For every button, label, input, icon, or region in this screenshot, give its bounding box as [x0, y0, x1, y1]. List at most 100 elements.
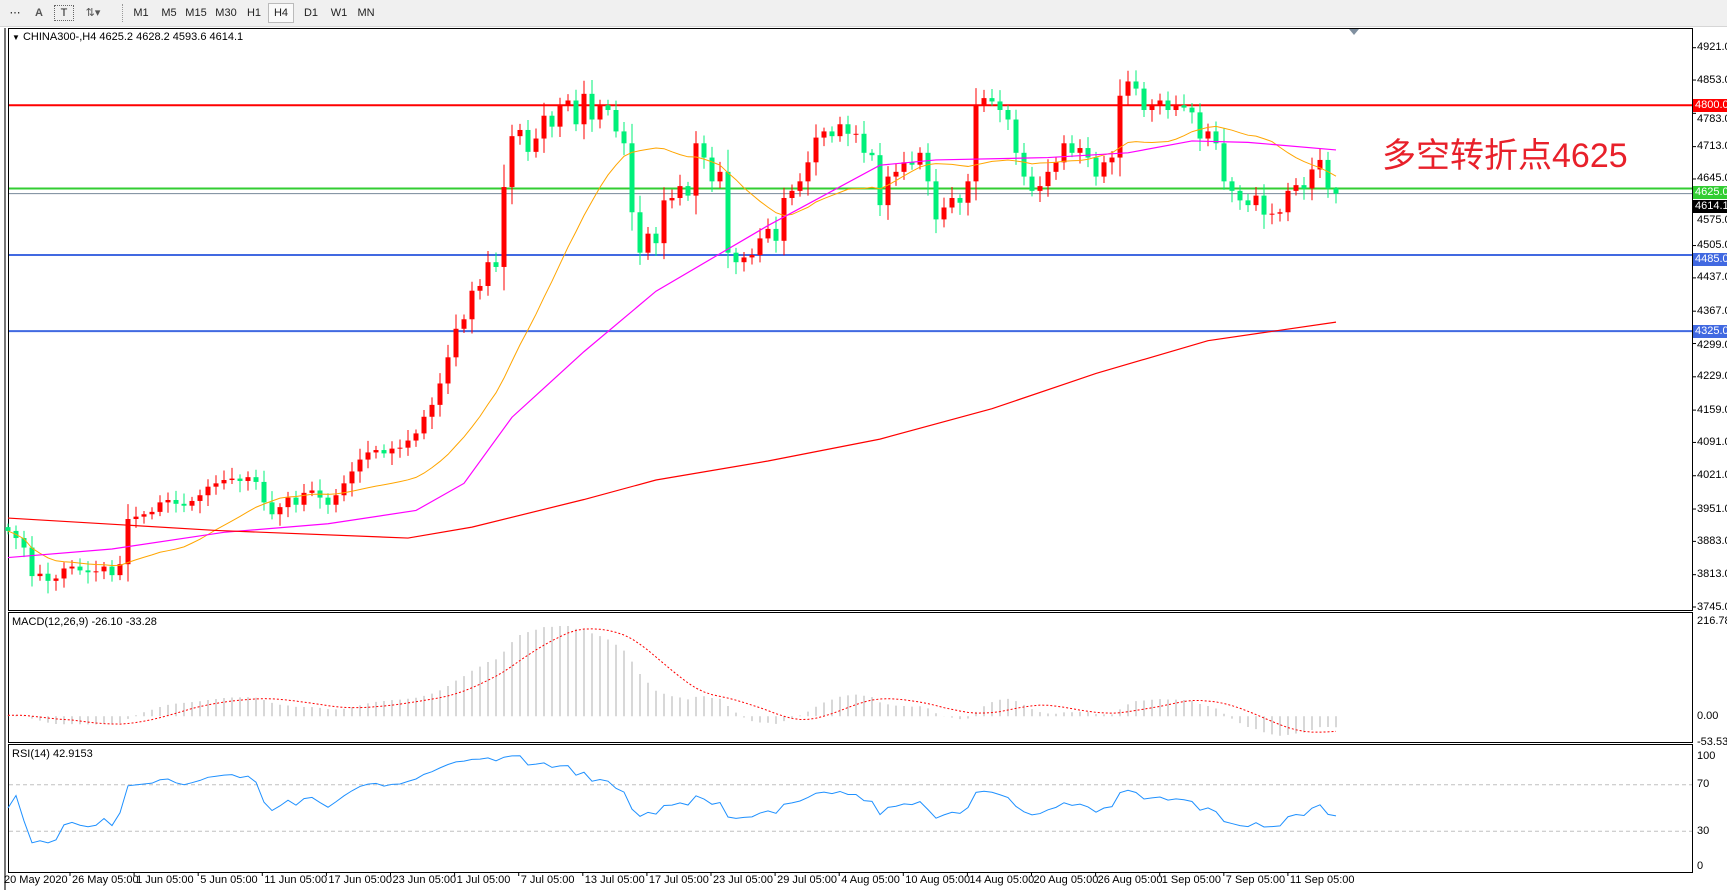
- candle-bearish: [629, 143, 635, 213]
- candle-bullish: [93, 571, 99, 573]
- candle-bullish: [1037, 186, 1043, 191]
- price-axis-label: 4921.0: [1697, 41, 1727, 54]
- candle-bearish: [1333, 188, 1339, 194]
- price-axis-label: 3745.0: [1697, 600, 1727, 613]
- price-axis-label: 4505.0: [1697, 239, 1727, 252]
- candle-bullish: [101, 566, 107, 572]
- text-label-tool-button[interactable]: T: [54, 5, 74, 21]
- rsi-pane[interactable]: [8, 744, 1693, 873]
- price-axis-label: 4367.0: [1697, 304, 1727, 317]
- shift-marker-triangle-icon: [1349, 29, 1359, 35]
- candle-bearish: [997, 101, 1003, 111]
- candle-bearish: [1237, 190, 1243, 201]
- candle-bearish: [1189, 107, 1195, 113]
- candle-bearish: [261, 481, 267, 503]
- candle-bullish: [1109, 157, 1115, 163]
- timeframe-h4-button[interactable]: H4: [268, 3, 294, 23]
- candle-bullish: [365, 452, 371, 460]
- candle-bearish: [933, 181, 939, 220]
- candle-bearish: [1005, 110, 1011, 120]
- candle-bullish: [853, 133, 859, 135]
- time-axis-label: 11 Jun 05:00: [264, 874, 328, 886]
- timeframe-m1-button[interactable]: M1: [133, 7, 149, 19]
- candle-bearish: [1069, 143, 1075, 153]
- candle-bullish: [397, 447, 403, 449]
- candle-bullish: [781, 197, 787, 241]
- collapse-triangle-icon[interactable]: ▼: [12, 33, 20, 42]
- timeframe-d1-button[interactable]: D1: [303, 7, 319, 19]
- candle-bearish: [173, 499, 179, 504]
- candle-bullish: [533, 138, 539, 152]
- time-axis-label: 26 Aug 05:00: [1097, 874, 1163, 886]
- price-axis-label: 4437.0: [1697, 271, 1727, 284]
- time-axis-label: 1 Jul 05:00: [456, 874, 511, 886]
- timeframe-m15-button[interactable]: M15: [185, 7, 207, 19]
- candle-bearish: [613, 110, 619, 132]
- candle-bullish: [669, 197, 675, 201]
- macd-axis-label: -53.53: [1697, 735, 1727, 748]
- candle-bullish: [357, 459, 363, 472]
- candle-bearish: [1085, 148, 1091, 158]
- candle-bearish: [1229, 181, 1235, 191]
- candle-bullish: [757, 238, 763, 256]
- candle-bullish: [1317, 159, 1323, 170]
- candle-bullish: [581, 93, 587, 125]
- timeframe-h1-button[interactable]: H1: [246, 7, 262, 19]
- candle-bullish: [645, 233, 651, 253]
- timeframe-mn-button[interactable]: MN: [357, 7, 375, 19]
- candle-bullish: [941, 207, 947, 220]
- candle-bullish: [277, 507, 283, 515]
- timeframe-w1-button[interactable]: W1: [330, 7, 348, 19]
- candle-bullish: [973, 105, 979, 182]
- timeframe-m30-button[interactable]: M30: [215, 7, 237, 19]
- candle-bullish: [445, 357, 451, 384]
- arrows-tool-dropdown[interactable]: ⇅▾: [85, 7, 101, 19]
- candle-bearish: [1221, 143, 1227, 182]
- candle-bullish: [1253, 195, 1259, 206]
- candle-bullish: [501, 187, 507, 267]
- candle-bullish: [1293, 185, 1299, 191]
- candle-bearish: [701, 143, 707, 158]
- candle-bullish: [837, 124, 843, 137]
- time-axis-label: 11 Sep 05:00: [1289, 874, 1355, 886]
- candle-bullish: [149, 511, 155, 515]
- price-axis-label: 3813.0: [1697, 568, 1727, 581]
- candle-bearish: [573, 100, 579, 125]
- candle-bearish: [589, 93, 595, 120]
- candle-bearish: [869, 152, 875, 156]
- candle-bullish: [341, 483, 347, 496]
- macd-pane[interactable]: [8, 612, 1693, 743]
- chart-window: [4, 28, 1727, 890]
- time-axis-label: 29 Jul 05:00: [777, 874, 838, 886]
- price-axis-label: 4645.0: [1697, 172, 1727, 185]
- macd-axis-label: 0.00: [1697, 709, 1719, 722]
- candle-bearish: [773, 228, 779, 241]
- macd-label: MACD(12,26,9) -26.10 -33.28: [12, 616, 157, 628]
- pivot-annotation[interactable]: 多空转折点4625: [1382, 137, 1628, 175]
- candle-bearish: [45, 573, 51, 581]
- candle-bullish: [1149, 104, 1155, 111]
- candle-bearish: [925, 152, 931, 182]
- macd-signal-line: [7, 628, 1337, 733]
- candle-bearish: [1245, 200, 1251, 206]
- candle-bearish: [181, 503, 187, 506]
- candle-bearish: [725, 171, 731, 253]
- toolbar-separator: [122, 4, 125, 22]
- candle-bullish: [1157, 100, 1163, 105]
- text-tool-button[interactable]: A: [35, 7, 43, 19]
- candle-bearish: [269, 502, 275, 515]
- timeframe-m5-button[interactable]: M5: [161, 7, 177, 19]
- candle-bullish: [885, 176, 891, 206]
- candle-bullish: [1173, 105, 1179, 111]
- candle-bearish: [957, 197, 963, 203]
- candle-bullish: [61, 568, 67, 579]
- candle-bullish: [1117, 95, 1123, 158]
- candle-bearish: [549, 115, 555, 127]
- main-price-pane[interactable]: [8, 28, 1693, 611]
- candle-bearish: [829, 131, 835, 137]
- candle-bullish: [213, 483, 219, 487]
- candle-bullish: [461, 319, 467, 329]
- candle-bullish: [69, 566, 75, 569]
- grid-icon[interactable]: ⋯: [9, 7, 21, 19]
